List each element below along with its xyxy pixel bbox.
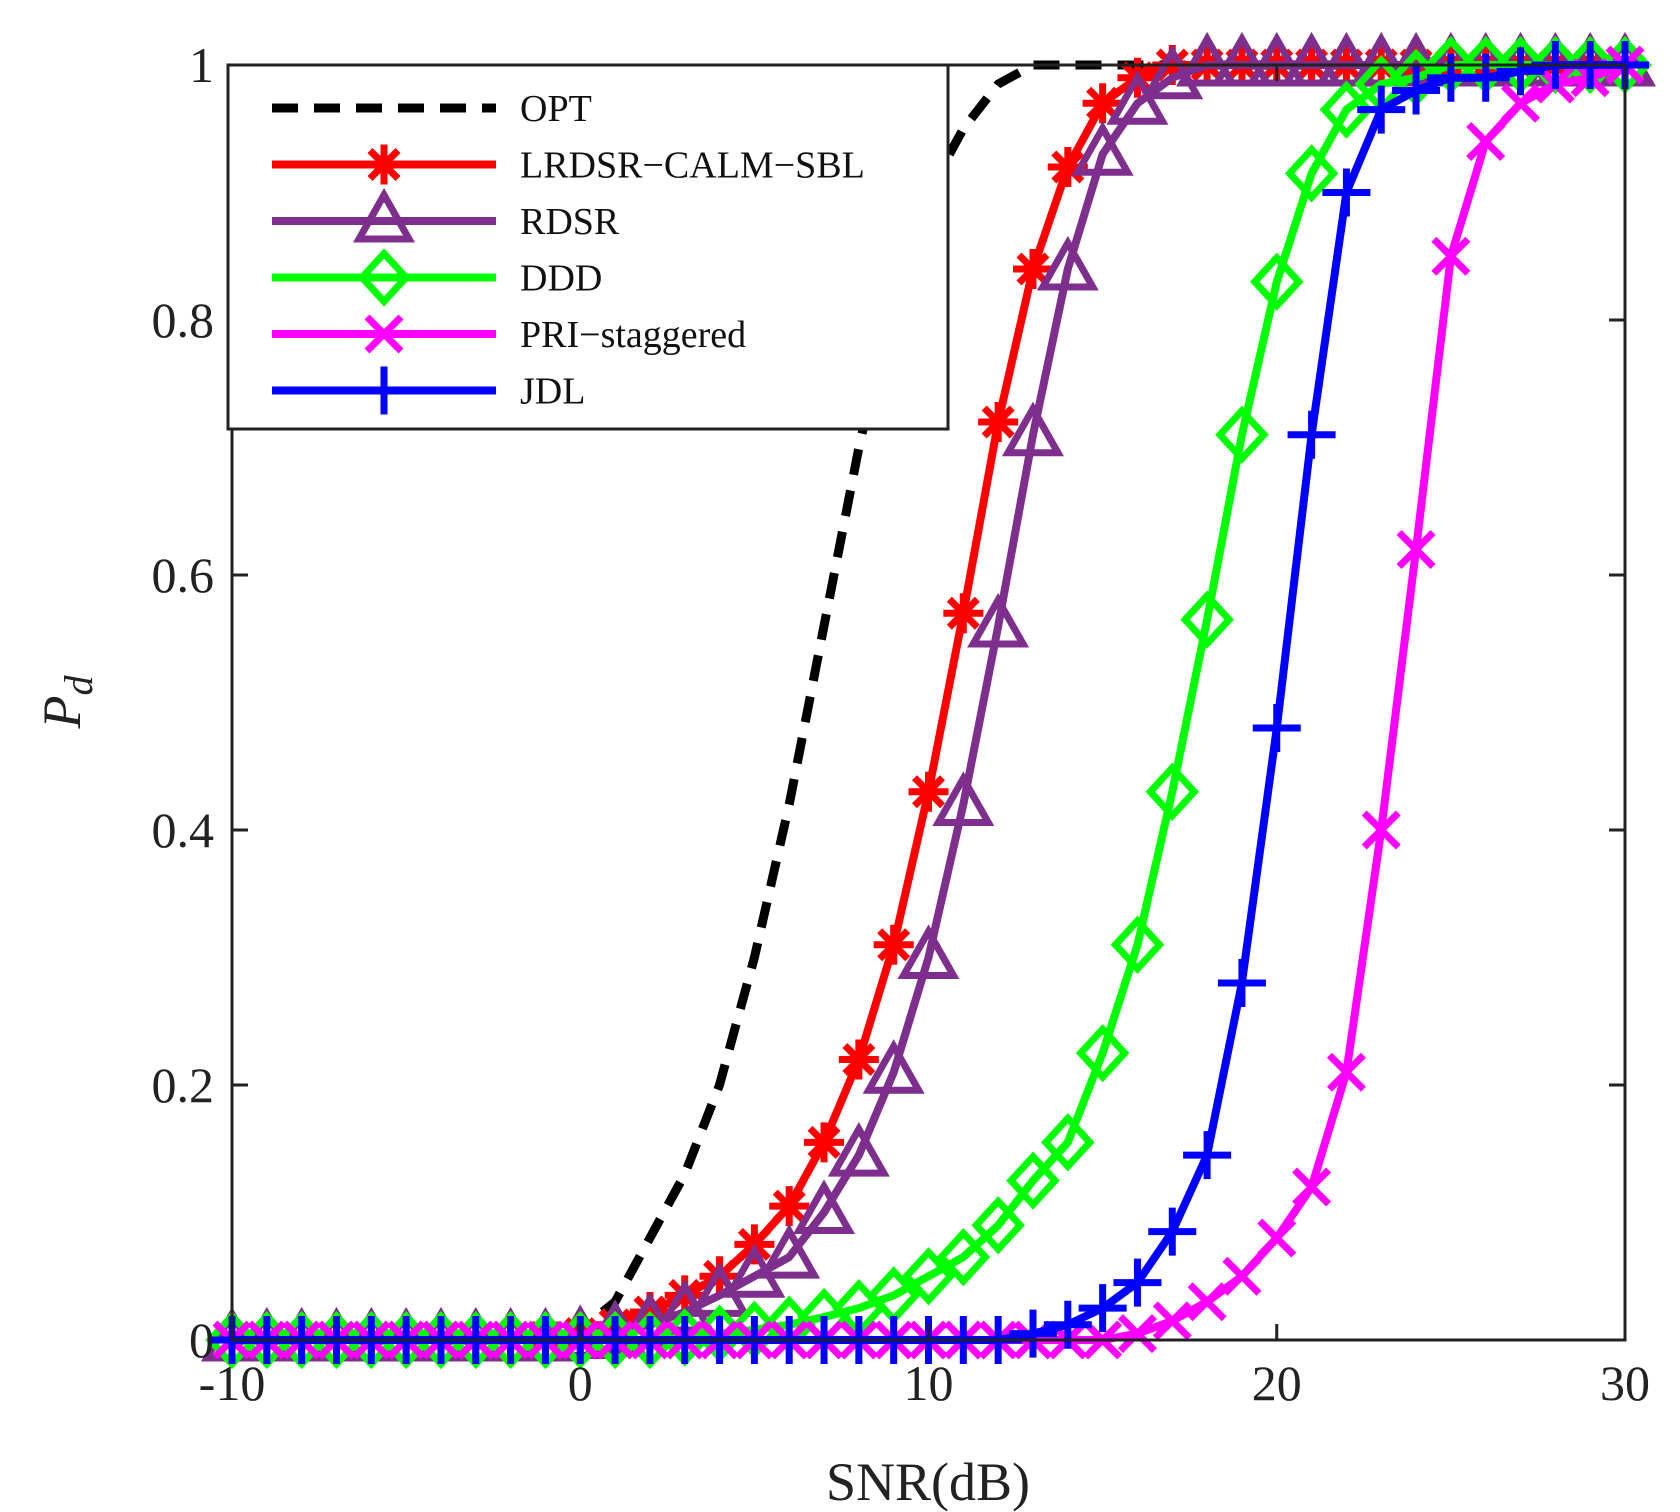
data-point-jdl <box>1287 410 1336 459</box>
data-point-rdsr <box>1071 121 1134 176</box>
data-point-pri-staggered <box>1257 1218 1297 1258</box>
y-tick-label: 0 <box>189 1312 214 1368</box>
x-axis-title: SNR(dB) <box>826 1452 1030 1512</box>
legend-marker-jdl <box>360 366 408 415</box>
data-point-lrdsr-calm-sbl <box>1082 83 1123 124</box>
data-point-rdsr <box>1280 31 1343 87</box>
data-point-lrdsr-calm-sbl <box>873 924 914 965</box>
x-tick-label: -10 <box>199 1355 266 1411</box>
data-point-ddd <box>1006 1151 1060 1210</box>
legend-entry-jdl: JDL <box>272 366 585 415</box>
data-point-lrdsr-calm-sbl <box>838 1039 879 1080</box>
y-tick-label: 0.8 <box>152 292 215 348</box>
legend-label-ddd: DDD <box>520 258 602 300</box>
legend-label-lrdsr-calm-sbl: LRDSR−CALM−SBL <box>520 145 865 187</box>
data-point-ddd <box>1180 590 1234 649</box>
data-point-ddd <box>1250 252 1304 311</box>
data-point-pri-staggered <box>1117 1314 1157 1354</box>
legend-marker-rdsr <box>352 187 416 243</box>
data-point-ddd <box>971 1196 1025 1255</box>
data-point-rdsr <box>793 1179 856 1234</box>
data-point-ddd <box>1041 1113 1095 1172</box>
data-point-rdsr <box>967 592 1030 648</box>
data-point-pri-staggered <box>1466 122 1506 161</box>
y-axis-title: Pd <box>32 675 101 730</box>
data-point-jdl <box>1252 704 1301 752</box>
legend-label-pri-staggered: PRI−staggered <box>520 314 746 356</box>
legend-entry-opt: OPT <box>272 88 592 130</box>
x-tick-label: 0 <box>568 1355 593 1411</box>
data-point-jdl <box>1148 1207 1197 1256</box>
legend-entry-lrdsr-calm-sbl: LRDSR−CALM−SBL <box>272 144 865 187</box>
data-point-pri-staggered <box>1152 1301 1192 1341</box>
data-point-ddd <box>1319 80 1374 139</box>
data-point-rdsr <box>897 924 960 979</box>
legend-box <box>226 63 950 431</box>
x-tick-label: 20 <box>1252 1355 1302 1411</box>
data-point-rdsr <box>827 1122 890 1177</box>
data-point-pri-staggered <box>1187 1282 1227 1322</box>
data-point-rdsr <box>1210 31 1273 87</box>
y-tick-label: 0.2 <box>152 1057 215 1113</box>
data-point-ddd <box>1215 405 1269 464</box>
data-point-rdsr <box>1036 235 1099 291</box>
data-point-pri-staggered <box>1222 1256 1262 1296</box>
data-point-pri-staggered <box>1501 83 1540 123</box>
data-point-lrdsr-calm-sbl <box>943 593 984 634</box>
data-point-jdl <box>1113 1258 1162 1307</box>
data-point-jdl <box>1217 959 1266 1007</box>
x-tick-label: 10 <box>904 1355 954 1411</box>
data-point-jdl <box>1461 53 1510 102</box>
data-point-rdsr <box>758 1224 821 1279</box>
data-point-ddd <box>1075 1023 1130 1083</box>
x-tick-label: 30 <box>1600 1355 1650 1411</box>
legend-marker-ddd <box>357 248 411 307</box>
data-point-rdsr <box>862 1039 925 1094</box>
data-point-jdl <box>1392 66 1441 115</box>
data-point-jdl <box>1496 47 1545 96</box>
legend-label-opt: OPT <box>520 88 592 130</box>
legend-marker-pri-staggered <box>364 314 404 354</box>
y-tick-label: 0.6 <box>152 547 215 603</box>
legend-entry-pri-staggered: PRI−staggered <box>272 314 746 356</box>
y-tick-label: 1 <box>189 37 214 93</box>
data-point-rdsr <box>1245 31 1308 87</box>
data-point-jdl <box>1322 168 1371 217</box>
data-point-rdsr <box>1001 401 1064 457</box>
y-tick-label: 0.4 <box>152 802 215 858</box>
svg-text:Pd: Pd <box>32 675 101 730</box>
data-point-pri-staggered <box>1431 236 1471 276</box>
data-point-jdl <box>1008 1309 1057 1358</box>
data-point-ddd <box>1145 762 1200 821</box>
data-point-jdl <box>1183 1131 1232 1180</box>
data-point-lrdsr-calm-sbl <box>908 771 949 812</box>
legend-label-jdl: JDL <box>520 371 585 413</box>
legend-entry-rdsr: RDSR <box>272 187 620 243</box>
data-point-lrdsr-calm-sbl <box>978 402 1019 442</box>
data-point-ddd <box>1284 144 1339 203</box>
data-point-jdl <box>1078 1284 1127 1333</box>
data-point-lrdsr-calm-sbl <box>1012 249 1053 289</box>
data-point-pri-staggered <box>1361 810 1401 850</box>
data-point-pri-staggered <box>1292 1167 1332 1207</box>
data-point-ddd <box>936 1227 991 1287</box>
data-point-ddd <box>901 1247 956 1306</box>
y-axis-title-main: P <box>32 696 92 730</box>
data-point-jdl <box>1357 85 1406 134</box>
legend: OPT LRDSR−CALM−SBL RDSR DDD PRI−staggered JDL <box>226 63 950 431</box>
data-point-rdsr <box>1176 31 1239 87</box>
data-point-ddd <box>1110 915 1165 974</box>
data-point-pri-staggered <box>1326 1052 1366 1092</box>
data-point-lrdsr-calm-sbl <box>804 1122 845 1163</box>
data-point-pri-staggered <box>1396 530 1436 569</box>
y-axis-title-subscript: d <box>56 675 101 696</box>
data-point-lrdsr-calm-sbl <box>769 1186 810 1227</box>
legend-marker-lrdsr-calm-sbl <box>364 144 404 185</box>
legend-entry-ddd: DDD <box>272 248 602 307</box>
legend-label-rdsr: RDSR <box>520 201 620 243</box>
data-point-rdsr <box>932 771 995 826</box>
